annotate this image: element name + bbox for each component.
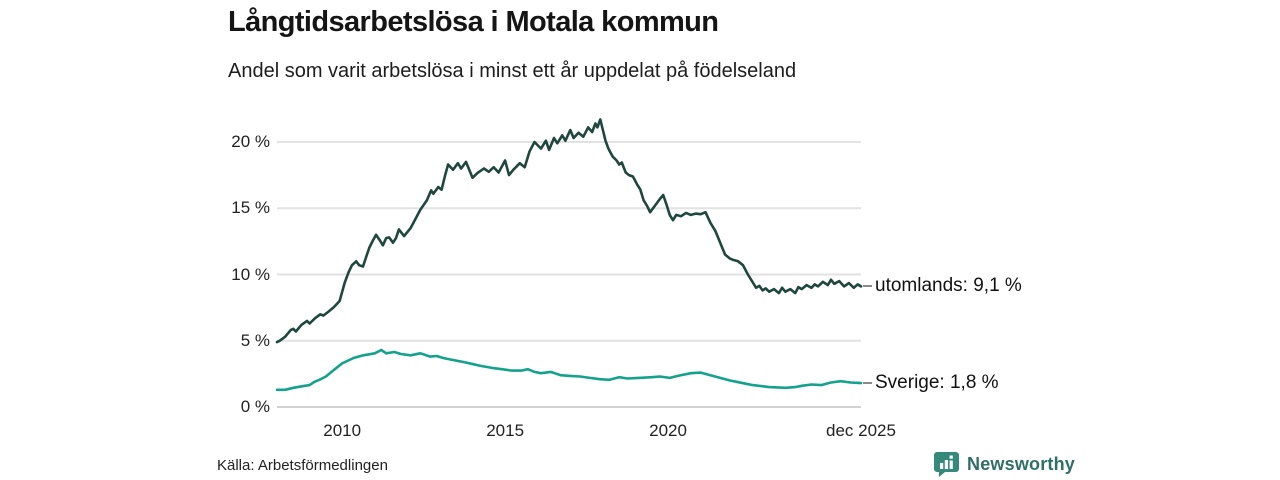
chart-title: Långtidsarbetslösa i Motala kommun [228,6,719,38]
x-tick-label: 2020 [649,421,687,440]
y-tick-label: 15 % [231,198,270,218]
series-label-dash [863,382,872,385]
y-tick-label: 10 % [231,264,270,284]
newsworthy-logo-icon [934,452,959,477]
series-label-text: Sverige: 1,8 % [875,372,999,394]
y-tick-label: 0 % [240,397,270,416]
series-label-text: utomlands: 9,1 % [875,275,1022,297]
y-tick-label: 5 % [240,330,270,350]
series-label-utomlands: utomlands: 9,1 % [863,274,1022,298]
brand-lockup: Newsworthy [933,451,1075,478]
chart-subtitle: Andel som varit arbetslösa i minst ett å… [228,60,797,82]
brand-wordmark: Newsworthy [967,454,1076,474]
series-label-Sverige: Sverige: 1,8 % [863,371,999,395]
y-tick-label: 20 % [231,132,270,151]
source-note: Källa: Arbetsförmedlingen [217,457,388,474]
x-tick-label: 2010 [323,421,362,440]
x-tick-label: dec 2025 [826,421,896,440]
series-line-utomlands [275,118,863,344]
series-line-Sverige [275,348,863,392]
x-tick-label: 2015 [486,421,525,440]
series-label-dash [863,285,872,288]
